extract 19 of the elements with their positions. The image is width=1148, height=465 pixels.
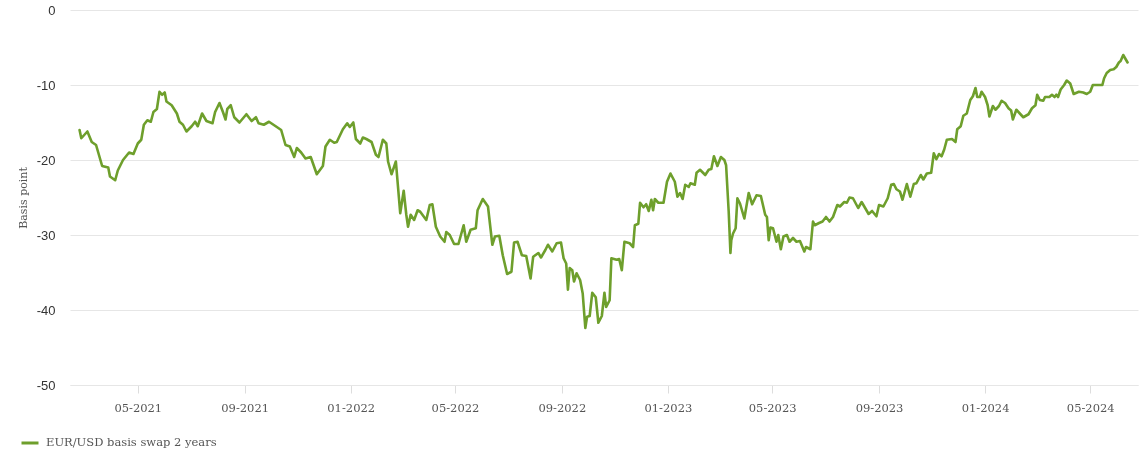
line-series — [78, 53, 1129, 330]
x-tick-label: 05-2024 — [1066, 400, 1115, 415]
x-tick-label: 05-2023 — [748, 400, 797, 415]
legend-label: EUR/USD basis swap 2 years — [46, 435, 217, 449]
x-tick-label: 01-2023 — [644, 400, 693, 415]
x-tick-label: 05-2022 — [431, 400, 480, 415]
y-tick-label: -10 — [36, 77, 56, 93]
x-tick-label: 09-2021 — [221, 400, 270, 415]
y-tick-label: -30 — [36, 227, 56, 243]
x-tick-label: 01-2022 — [327, 400, 376, 415]
y-tick-label: -20 — [36, 152, 56, 168]
y-tick-label: 0 — [48, 2, 56, 18]
x-tick-label: 09-2023 — [855, 400, 904, 415]
y-tick-label: -40 — [36, 302, 56, 318]
x-tick-label: 01-2024 — [961, 400, 1010, 415]
y-tick-label: -50 — [36, 377, 56, 393]
y-axis-title: Basis point — [16, 166, 30, 229]
x-tick-label: 05-2021 — [114, 400, 163, 415]
x-tick-label: 09-2022 — [538, 400, 587, 415]
